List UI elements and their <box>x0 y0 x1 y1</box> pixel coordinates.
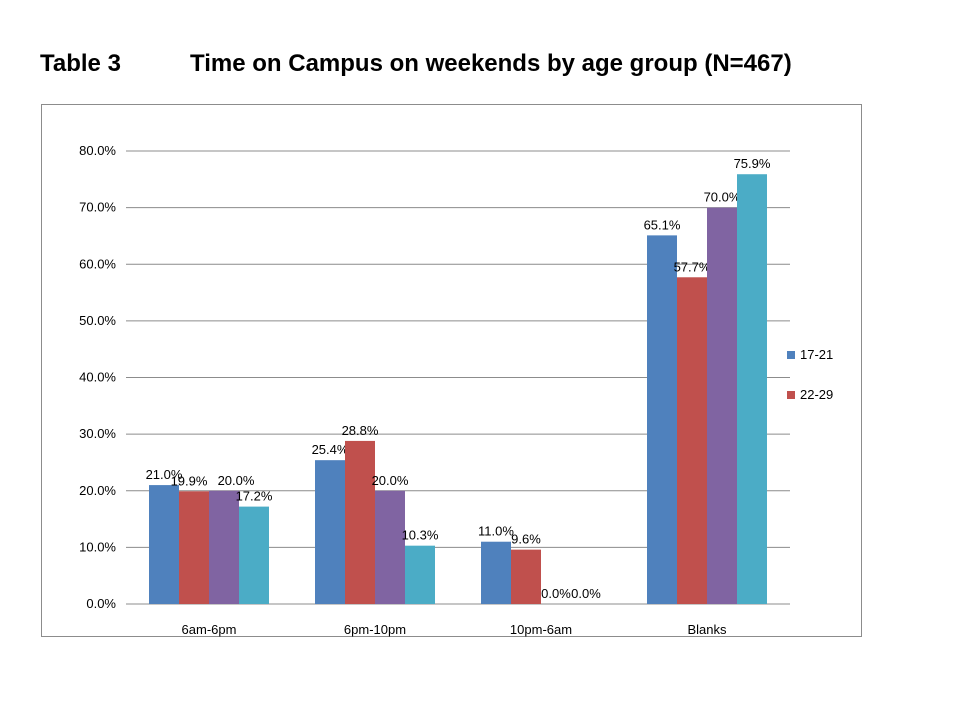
bar <box>239 506 269 604</box>
legend-label: 17-21 <box>800 347 833 362</box>
bar <box>647 235 677 604</box>
y-tick-label: 30.0% <box>79 426 116 441</box>
data-label: 20.0% <box>372 473 409 488</box>
bar <box>315 460 345 604</box>
chart-title: Time on Campus on weekends by age group … <box>190 50 792 77</box>
legend-swatch <box>787 351 795 359</box>
x-tick-label: 6am-6pm <box>182 622 237 637</box>
bar <box>149 485 179 604</box>
data-label: 70.0% <box>704 190 741 205</box>
x-tick-label: Blanks <box>687 622 727 637</box>
y-tick-label: 20.0% <box>79 483 116 498</box>
y-tick-label: 50.0% <box>79 313 116 328</box>
legend-label: 22-29 <box>800 387 833 402</box>
bar <box>209 490 239 604</box>
data-label: 0.0% <box>541 586 571 601</box>
data-label: 75.9% <box>734 156 771 171</box>
bar <box>707 207 737 604</box>
table-number: Table 3 <box>40 50 121 77</box>
bar <box>345 440 375 604</box>
data-label: 28.8% <box>342 423 379 438</box>
data-label: 20.0% <box>218 473 255 488</box>
bar <box>375 490 405 604</box>
y-tick-label: 60.0% <box>79 256 116 271</box>
data-label: 19.9% <box>171 473 208 488</box>
data-label: 65.1% <box>644 217 681 232</box>
data-label: 9.6% <box>511 532 541 547</box>
bar <box>481 541 511 604</box>
chart-frame: 0.0% 10.0% 20.0% 30.0% 40.0% 50.0% 60.0% 70.0% 8… <box>41 104 862 637</box>
y-tick-label: 80.0% <box>79 143 116 158</box>
bar-chart: 0.0% 10.0% 20.0% 30.0% 40.0% 50.0% 60.0% 70.0% 8… <box>79 143 833 637</box>
data-label: 11.0% <box>478 524 514 539</box>
data-label: 10.3% <box>402 528 439 543</box>
bar <box>511 549 541 604</box>
slide-title: Table 3 Time on Campus on weekends by age… <box>40 50 792 78</box>
bar <box>179 491 209 604</box>
y-tick-label: 10.0% <box>79 539 116 554</box>
bar <box>737 174 767 604</box>
y-tick-label: 40.0% <box>79 370 116 385</box>
bar <box>405 545 435 604</box>
y-tick-label: 70.0% <box>79 200 116 215</box>
x-tick-label: 6pm-10pm <box>344 622 406 637</box>
bar <box>677 277 707 604</box>
data-label: 25.4% <box>312 442 349 457</box>
data-label: 57.7% <box>674 259 711 274</box>
data-label: 21.0% <box>146 467 183 482</box>
legend-swatch <box>787 391 795 399</box>
y-tick-label: 0.0% <box>86 596 116 611</box>
data-label: 17.2% <box>236 489 273 504</box>
x-tick-label: 10pm-6am <box>510 622 572 637</box>
data-label: 0.0% <box>571 586 601 601</box>
